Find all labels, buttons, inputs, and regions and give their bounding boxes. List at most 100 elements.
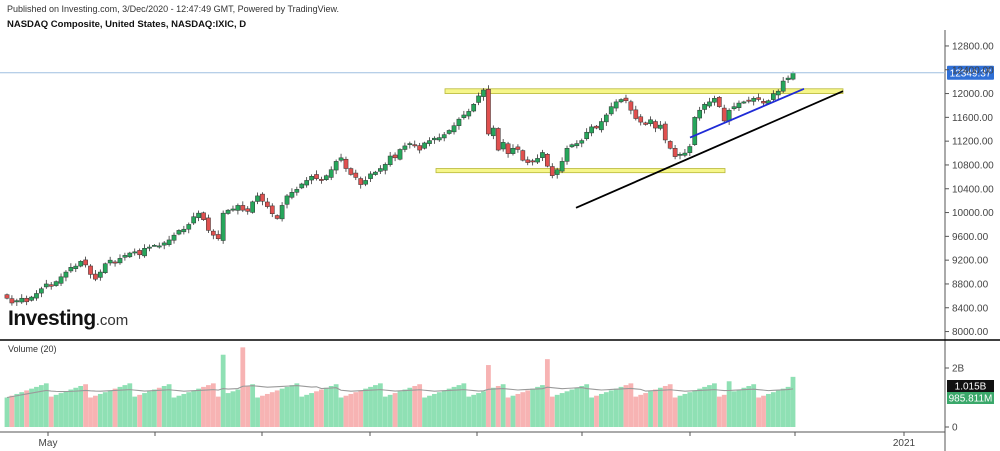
last-price-label: 12349.37 xyxy=(950,68,992,79)
candle-body xyxy=(471,104,477,112)
candle-body xyxy=(756,97,761,100)
candle-body xyxy=(29,296,34,301)
candle-body xyxy=(417,145,422,151)
candle-body xyxy=(9,298,15,304)
volume-value-badge xyxy=(947,380,994,392)
volume-bar xyxy=(245,385,251,427)
candle-body xyxy=(240,205,246,211)
candle-body xyxy=(363,180,368,185)
volume-bar xyxy=(83,384,88,427)
volume-bar xyxy=(58,393,64,427)
volume-bar xyxy=(535,386,540,427)
candle-body xyxy=(446,130,452,134)
candle-body xyxy=(142,248,147,257)
candle-body xyxy=(672,148,678,157)
volume-bar xyxy=(338,397,344,427)
candle-body xyxy=(599,121,604,131)
volume-bar xyxy=(471,394,477,427)
candle-body xyxy=(250,201,255,213)
candle-body xyxy=(348,168,354,175)
volume-bar xyxy=(540,385,545,427)
candle-body xyxy=(19,297,25,303)
volume-bar xyxy=(137,394,143,427)
candle-body xyxy=(279,205,285,220)
volume-bar xyxy=(515,393,521,427)
published-note: Published on Investing.com, 3/Dec/2020 -… xyxy=(7,4,340,14)
volume-bar xyxy=(633,396,639,427)
candle-body xyxy=(43,283,49,288)
symbol-title: NASDAQ Composite, United States, NASDAQ:… xyxy=(7,19,247,30)
price-tick-label: 10000.00 xyxy=(952,208,994,219)
volume-pane-title: Volume (20) xyxy=(8,344,57,354)
candle-body xyxy=(343,158,349,169)
candle-body xyxy=(712,98,717,103)
candle-body xyxy=(402,145,408,150)
candle-body xyxy=(97,271,103,278)
price-tick-label: 10800.00 xyxy=(952,160,994,171)
volume-bar xyxy=(623,385,629,427)
candle-body xyxy=(775,90,781,96)
volume-bar xyxy=(9,395,15,427)
candle-body xyxy=(540,152,545,158)
volume-value-label: 985.811M xyxy=(949,394,993,405)
candle-body xyxy=(181,228,187,233)
volume-bar xyxy=(93,395,98,427)
volume-bar xyxy=(323,387,329,427)
price-tick-label: 12400.00 xyxy=(952,65,994,76)
candle-body xyxy=(68,267,74,272)
candle-body xyxy=(147,246,152,249)
candle-body xyxy=(235,205,241,211)
candle-body xyxy=(353,172,359,178)
volume-bar xyxy=(402,389,408,427)
candle-body xyxy=(707,101,712,107)
candle-body xyxy=(4,294,10,299)
candle-body xyxy=(771,93,776,100)
candle-body xyxy=(83,259,88,266)
candle-body xyxy=(667,141,673,149)
volume-bar xyxy=(456,385,462,427)
candle-body xyxy=(432,137,437,141)
candle-body xyxy=(549,166,555,176)
volume-bar xyxy=(510,395,516,427)
candle-body xyxy=(319,179,324,181)
volume-bar xyxy=(707,385,712,427)
volume-bar xyxy=(736,389,742,427)
candle-body xyxy=(220,212,226,241)
price-tick-label: 10400.00 xyxy=(952,184,994,195)
candle-body xyxy=(412,144,418,147)
volume-bar xyxy=(544,359,550,427)
volume-bar xyxy=(594,395,599,427)
support-resistance-zone xyxy=(435,168,726,174)
volume-bar xyxy=(255,397,260,427)
candle-body xyxy=(382,164,388,171)
volume-bar xyxy=(770,392,776,427)
candle-body xyxy=(559,161,565,172)
candle-body xyxy=(387,155,393,165)
candle-body xyxy=(210,230,216,236)
volume-value-label: 1.015B xyxy=(955,382,987,393)
candle-body xyxy=(107,259,113,264)
volume-bar xyxy=(166,384,172,427)
candle-body xyxy=(481,89,486,97)
volume-bar xyxy=(520,392,526,427)
volume-bar xyxy=(766,393,771,427)
volume-tick-label: 0 xyxy=(952,423,958,434)
candle-body xyxy=(579,140,585,144)
volume-bar xyxy=(274,390,280,427)
candle-body xyxy=(225,209,231,214)
volume-bar xyxy=(500,384,506,427)
candle-body xyxy=(574,143,580,147)
candle-body xyxy=(323,175,329,180)
volume-bar xyxy=(775,390,781,427)
volume-bar xyxy=(225,393,231,427)
candle-body xyxy=(368,173,373,179)
volume-bar xyxy=(638,394,644,427)
volume-bar xyxy=(486,365,491,427)
candle-body xyxy=(441,134,447,139)
candle-body xyxy=(284,195,290,205)
volume-bar xyxy=(196,388,201,427)
candle-body xyxy=(628,101,634,111)
candle-body xyxy=(171,234,177,241)
volume-bar xyxy=(613,388,619,427)
